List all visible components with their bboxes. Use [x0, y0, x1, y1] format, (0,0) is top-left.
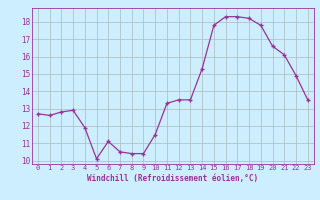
X-axis label: Windchill (Refroidissement éolien,°C): Windchill (Refroidissement éolien,°C) [87, 174, 258, 183]
